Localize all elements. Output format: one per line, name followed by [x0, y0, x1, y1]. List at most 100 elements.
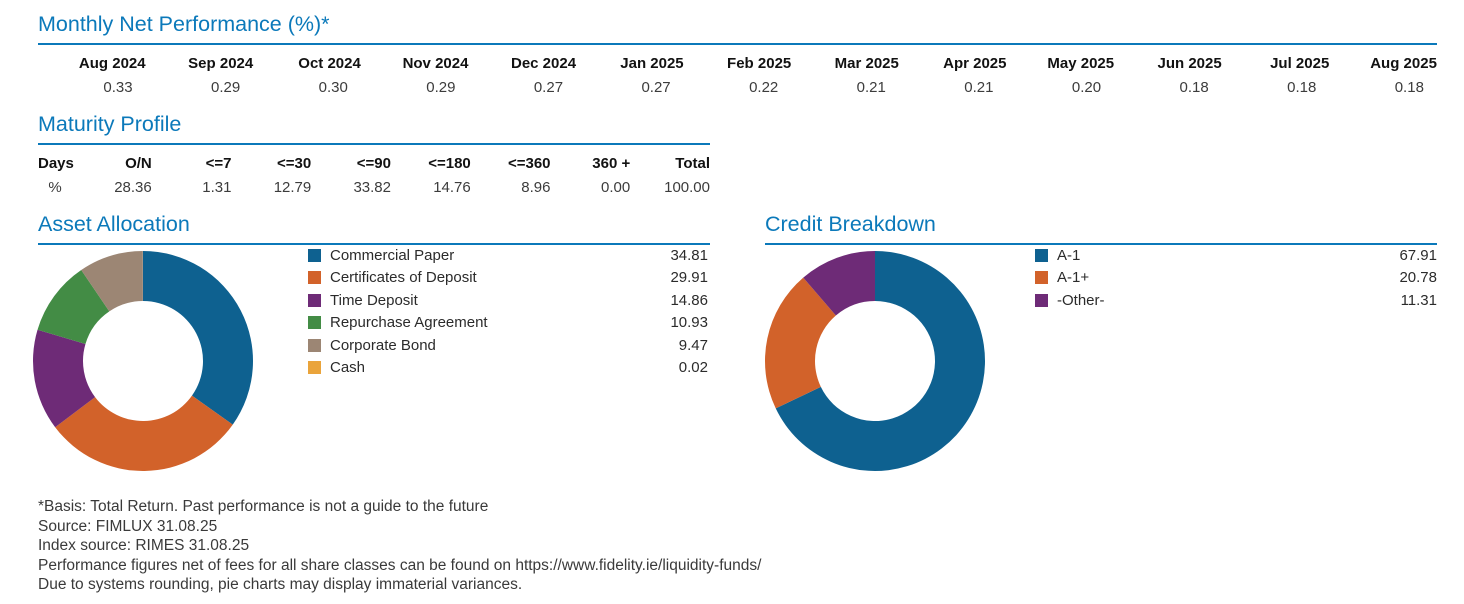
- legend-value: 34.81: [670, 246, 708, 264]
- legend-swatch-icon: [1035, 248, 1048, 262]
- maturity-column: <=90 33.82: [311, 155, 391, 196]
- month-label: Jun 2025: [1157, 55, 1222, 72]
- month-label: Mar 2025: [834, 55, 899, 72]
- month-return-value: 0.27: [641, 79, 671, 96]
- legend-label: Corporate Bond: [330, 336, 436, 354]
- month-return-value: 0.22: [749, 79, 779, 96]
- legend-value: 14.86: [670, 291, 708, 309]
- legend-item: Certificates of Deposit 29.91: [308, 267, 708, 290]
- legend-swatch-icon: [308, 271, 321, 285]
- credit-breakdown-legend: A-1 67.91 A-1+ 20.78 -Other- 11.31: [1035, 244, 1437, 312]
- legend-swatch-icon: [1035, 271, 1048, 285]
- legend-value: 20.78: [1399, 269, 1437, 287]
- month-label: Aug 2024: [78, 55, 146, 72]
- month-column: Aug 2024 0.33: [38, 55, 146, 96]
- maturity-profile-section: Maturity Profile Days % O/N 28.36 <=7 1.…: [38, 112, 710, 196]
- asset-allocation-section: Asset Allocation: [38, 212, 710, 245]
- month-return-value: 0.29: [211, 79, 241, 96]
- legend-item: Time Deposit 14.86: [308, 289, 708, 312]
- maturity-bucket-label: Days: [38, 155, 74, 172]
- legend-swatch-icon: [308, 248, 321, 262]
- month-column: Jul 2025 0.18: [1222, 55, 1330, 96]
- legend-label: Time Deposit: [330, 291, 418, 309]
- maturity-column: O/N 28.36: [72, 155, 152, 196]
- maturity-column: <=360 8.96: [471, 155, 551, 196]
- month-label: Aug 2025: [1370, 55, 1437, 72]
- legend-label: Repurchase Agreement: [330, 314, 488, 332]
- month-label: May 2025: [1047, 55, 1115, 72]
- maturity-percentage-value: 14.76: [433, 179, 471, 196]
- maturity-bucket-label: Total: [675, 155, 710, 172]
- legend-swatch-icon: [308, 361, 321, 375]
- legend-value: 10.93: [670, 314, 708, 332]
- monthly-performance-section: Monthly Net Performance (%)* Aug 2024 0.…: [38, 12, 1437, 96]
- maturity-bucket-label: <=30: [277, 155, 312, 172]
- month-label: Oct 2024: [298, 55, 361, 72]
- month-return-value: 0.18: [1287, 79, 1317, 96]
- maturity-bucket-label: <=7: [205, 155, 232, 172]
- month-column: Nov 2024 0.29: [361, 55, 469, 96]
- month-label: Feb 2025: [727, 55, 792, 72]
- month-return-value: 0.33: [103, 79, 133, 96]
- month-column: Oct 2024 0.30: [253, 55, 361, 96]
- month-column: Sep 2024 0.29: [146, 55, 253, 96]
- legend-item: A-1 67.91: [1035, 244, 1437, 267]
- maturity-bucket-label: O/N: [125, 155, 152, 172]
- footnote-line: Performance figures net of fees for all …: [38, 556, 762, 574]
- asset-allocation-title: Asset Allocation: [38, 212, 710, 245]
- month-return-value: 0.21: [964, 79, 994, 96]
- month-column: Feb 2025 0.22: [684, 55, 792, 96]
- asset-allocation-donut-chart: [33, 251, 253, 471]
- legend-label: -Other-: [1057, 291, 1105, 309]
- month-label: Jan 2025: [620, 55, 684, 72]
- maturity-percentage-value: 0.00: [601, 179, 631, 196]
- month-return-value: 0.18: [1394, 79, 1424, 96]
- monthly-performance-table: Aug 2024 0.33 Sep 2024 0.29 Oct 2024 0.3…: [38, 55, 1437, 96]
- legend-swatch-icon: [308, 316, 321, 330]
- month-label: Jul 2025: [1270, 55, 1330, 72]
- footnotes: *Basis: Total Return. Past performance i…: [38, 497, 1278, 595]
- legend-item: Cash 0.02: [308, 357, 708, 380]
- legend-item: Corporate Bond 9.47: [308, 334, 708, 357]
- month-label: Dec 2024: [510, 55, 577, 72]
- maturity-bucket-label: 360 +: [592, 155, 631, 172]
- footnote-line: Index source: RIMES 31.08.25: [38, 537, 250, 555]
- month-column: May 2025 0.20: [1006, 55, 1114, 96]
- credit-breakdown-section: Credit Breakdown: [765, 212, 1437, 245]
- legend-item: Repurchase Agreement 10.93: [308, 312, 708, 335]
- month-return-value: 0.18: [1179, 79, 1209, 96]
- month-column: Jun 2025 0.18: [1114, 55, 1222, 96]
- legend-label: A-1+: [1057, 269, 1090, 287]
- legend-value: 67.91: [1399, 246, 1437, 264]
- month-return-value: 0.30: [318, 79, 348, 96]
- legend-label: Certificates of Deposit: [330, 269, 477, 287]
- maturity-percentage-value: %: [48, 179, 62, 196]
- maturity-bucket-label: <=90: [356, 155, 391, 172]
- maturity-percentage-value: 28.36: [114, 179, 152, 196]
- month-column: Apr 2025 0.21: [899, 55, 1006, 96]
- legend-value: 9.47: [678, 336, 708, 354]
- month-return-value: 0.27: [533, 79, 564, 96]
- legend-label: A-1: [1057, 246, 1081, 264]
- maturity-bucket-label: <=180: [428, 155, 471, 172]
- legend-item: Commercial Paper 34.81: [308, 244, 708, 267]
- maturity-column: <=180 14.76: [391, 155, 471, 196]
- credit-breakdown-title: Credit Breakdown: [765, 212, 1437, 245]
- legend-item: -Other- 11.31: [1035, 289, 1437, 312]
- maturity-profile-table: Days % O/N 28.36 <=7 1.31 <=30 12.79 <=9…: [38, 155, 710, 196]
- maturity-percentage-value: 33.82: [353, 179, 391, 196]
- legend-label: Cash: [330, 359, 366, 377]
- month-return-value: 0.21: [856, 79, 886, 96]
- month-column: Aug 2025 0.18: [1329, 55, 1437, 96]
- maturity-percentage-value: 1.31: [202, 179, 232, 196]
- legend-swatch-icon: [308, 338, 321, 352]
- legend-swatch-icon: [1035, 293, 1048, 307]
- asset-allocation-legend: Commercial Paper 34.81 Certificates of D…: [308, 244, 708, 379]
- monthly-performance-title: Monthly Net Performance (%)*: [38, 12, 1437, 45]
- maturity-column: Days %: [38, 155, 74, 196]
- footnote-line: Source: FIMLUX 31.08.25: [38, 517, 218, 535]
- maturity-column: Total 100.00: [630, 155, 710, 196]
- maturity-column: 360 + 0.00: [551, 155, 631, 196]
- footnote-line: *Basis: Total Return. Past performance i…: [38, 498, 489, 515]
